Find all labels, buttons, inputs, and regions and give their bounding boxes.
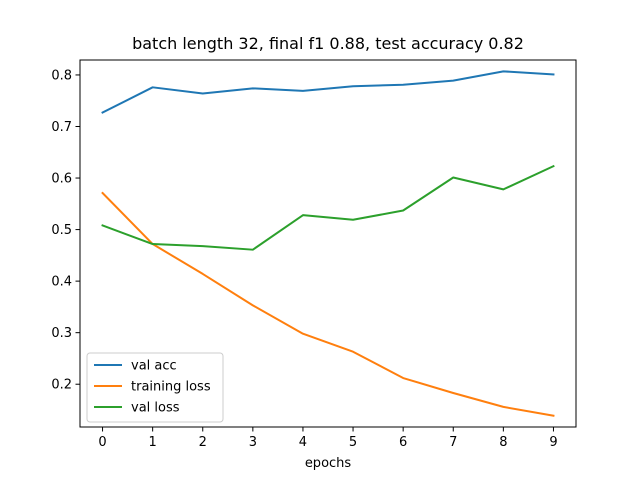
legend: val acc training loss val loss: [86, 352, 224, 423]
y-tick-label: 0.7: [51, 120, 72, 135]
series-layer: [101, 70, 555, 417]
legend-label: val acc: [131, 359, 177, 374]
x-tick-label: 5: [349, 435, 357, 450]
x-tick-label: 1: [149, 435, 157, 450]
y-tick-label: 0.8: [51, 68, 72, 83]
legend-label: val loss: [131, 401, 180, 416]
y-tick-label: 0.2: [51, 378, 72, 393]
x-tick-label: 3: [249, 435, 257, 450]
x-tick-label: 7: [449, 435, 457, 450]
legend-box: [86, 352, 224, 423]
x-tick-label: 2: [199, 435, 207, 450]
x-tick-label: 8: [499, 435, 507, 450]
series-line-1: [101, 70, 555, 114]
x-tick-label: 6: [399, 435, 407, 450]
y-tick-label: 0.5: [51, 223, 72, 238]
x-tick-label: 4: [299, 435, 307, 450]
x-tick-label: 0: [98, 435, 106, 450]
chart-title: batch length 32, final f1 0.88, test acc…: [132, 34, 524, 53]
plot-frame: [79, 59, 577, 428]
series-line-2: [101, 191, 555, 417]
axes-layer: 0 1 2 3 4 5 6 7 8 9 0.2 0.3 0.4 0.5 0.6 0.7 0.8: [51, 59, 577, 450]
y-tick-label: 0.4: [51, 275, 72, 290]
legend-label: training loss: [131, 380, 211, 395]
x-axis-label: epochs: [305, 456, 352, 471]
y-tick-label: 0.3: [51, 326, 72, 341]
series-line-3: [101, 164, 555, 251]
y-tick-label: 0.6: [51, 172, 72, 187]
x-tick-label: 9: [549, 435, 557, 450]
